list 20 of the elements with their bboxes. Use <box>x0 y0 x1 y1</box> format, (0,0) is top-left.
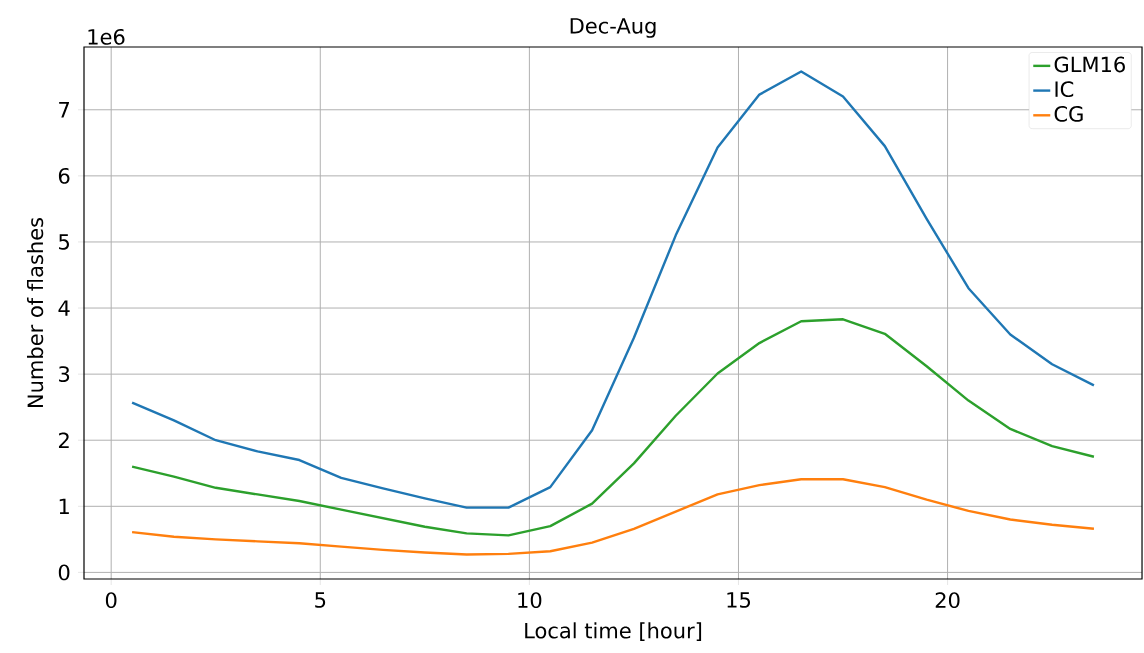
legend-label: CG <box>1054 105 1083 122</box>
y-tick-label: 1 <box>59 498 69 514</box>
chart-title: Dec-Aug <box>570 18 656 38</box>
legend-label: IC <box>1055 81 1074 98</box>
x-tick-label: 10 <box>518 592 542 609</box>
y-axis-title: Number of flashes <box>26 217 44 408</box>
x-tick-label: 5 <box>315 592 326 608</box>
x-tick-label: 20 <box>935 592 960 609</box>
y-tick-label: 2 <box>58 432 69 449</box>
y-tick-label: 3 <box>59 366 70 383</box>
x-axis-title: Local time [hour] <box>525 622 702 641</box>
legend-label: GLM16 <box>1054 56 1125 73</box>
y-tick-label: 0 <box>58 564 70 581</box>
x-tick-label: 0 <box>105 592 117 609</box>
y-tick-label: 7 <box>59 102 69 118</box>
text: 1e6 <box>88 28 125 45</box>
y-tick-label: 4 <box>58 300 70 316</box>
y-tick-label: 6 <box>58 167 70 184</box>
x-tick-label: 15 <box>727 592 750 608</box>
y-tick-label: 5 <box>59 234 69 250</box>
